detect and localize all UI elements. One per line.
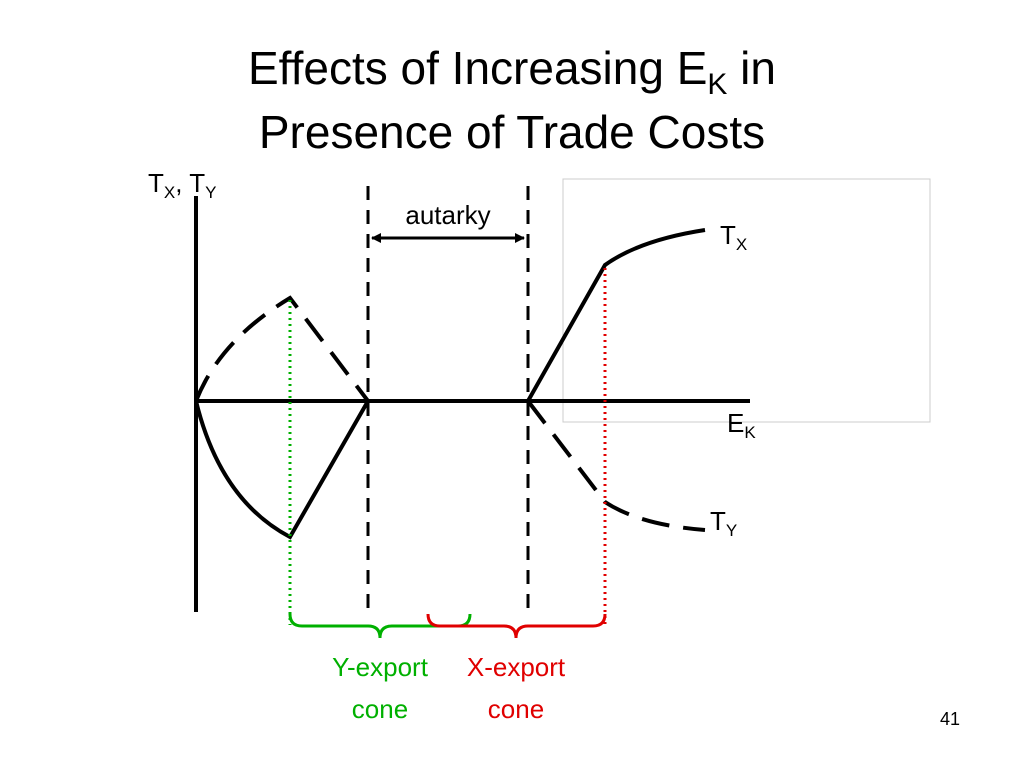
title-text: in (727, 42, 776, 94)
label-text: E (727, 408, 744, 438)
y-export-cone: Y-export (332, 652, 429, 682)
label-sub: X (736, 235, 747, 254)
ty-curve-left (194, 295, 370, 403)
x-export-cone: cone (488, 694, 544, 724)
page-number: 41 (940, 709, 960, 729)
label-sub: K (744, 423, 756, 442)
x-brace (426, 613, 607, 639)
tx-curve-left (194, 400, 370, 540)
image-placeholder (562, 178, 931, 423)
ty-label: TY (710, 506, 737, 540)
y-axis-label: TX, TY (148, 168, 216, 202)
tx-curve-right (526, 228, 706, 402)
y-export-cone: cone (352, 694, 408, 724)
title-text: Effects of Increasing E (248, 42, 707, 94)
label-text: , T (175, 168, 205, 198)
title-sub: K (707, 68, 727, 101)
tx-label: TX (720, 220, 747, 254)
label-text: T (720, 220, 736, 250)
label-sub: Y (726, 521, 737, 540)
ty-curve-right (526, 399, 706, 532)
label-text: T (710, 506, 726, 536)
autarky-label: autarky (405, 200, 490, 230)
x-axis-label: EK (727, 408, 756, 442)
label-text: T (148, 168, 164, 198)
label-sub: Y (205, 183, 216, 202)
title-line2: Presence of Trade Costs (259, 106, 765, 158)
title-line1: Effects of Increasing EK in (248, 42, 776, 101)
x-export-cone: X-export (467, 652, 566, 682)
label-sub: X (164, 183, 175, 202)
